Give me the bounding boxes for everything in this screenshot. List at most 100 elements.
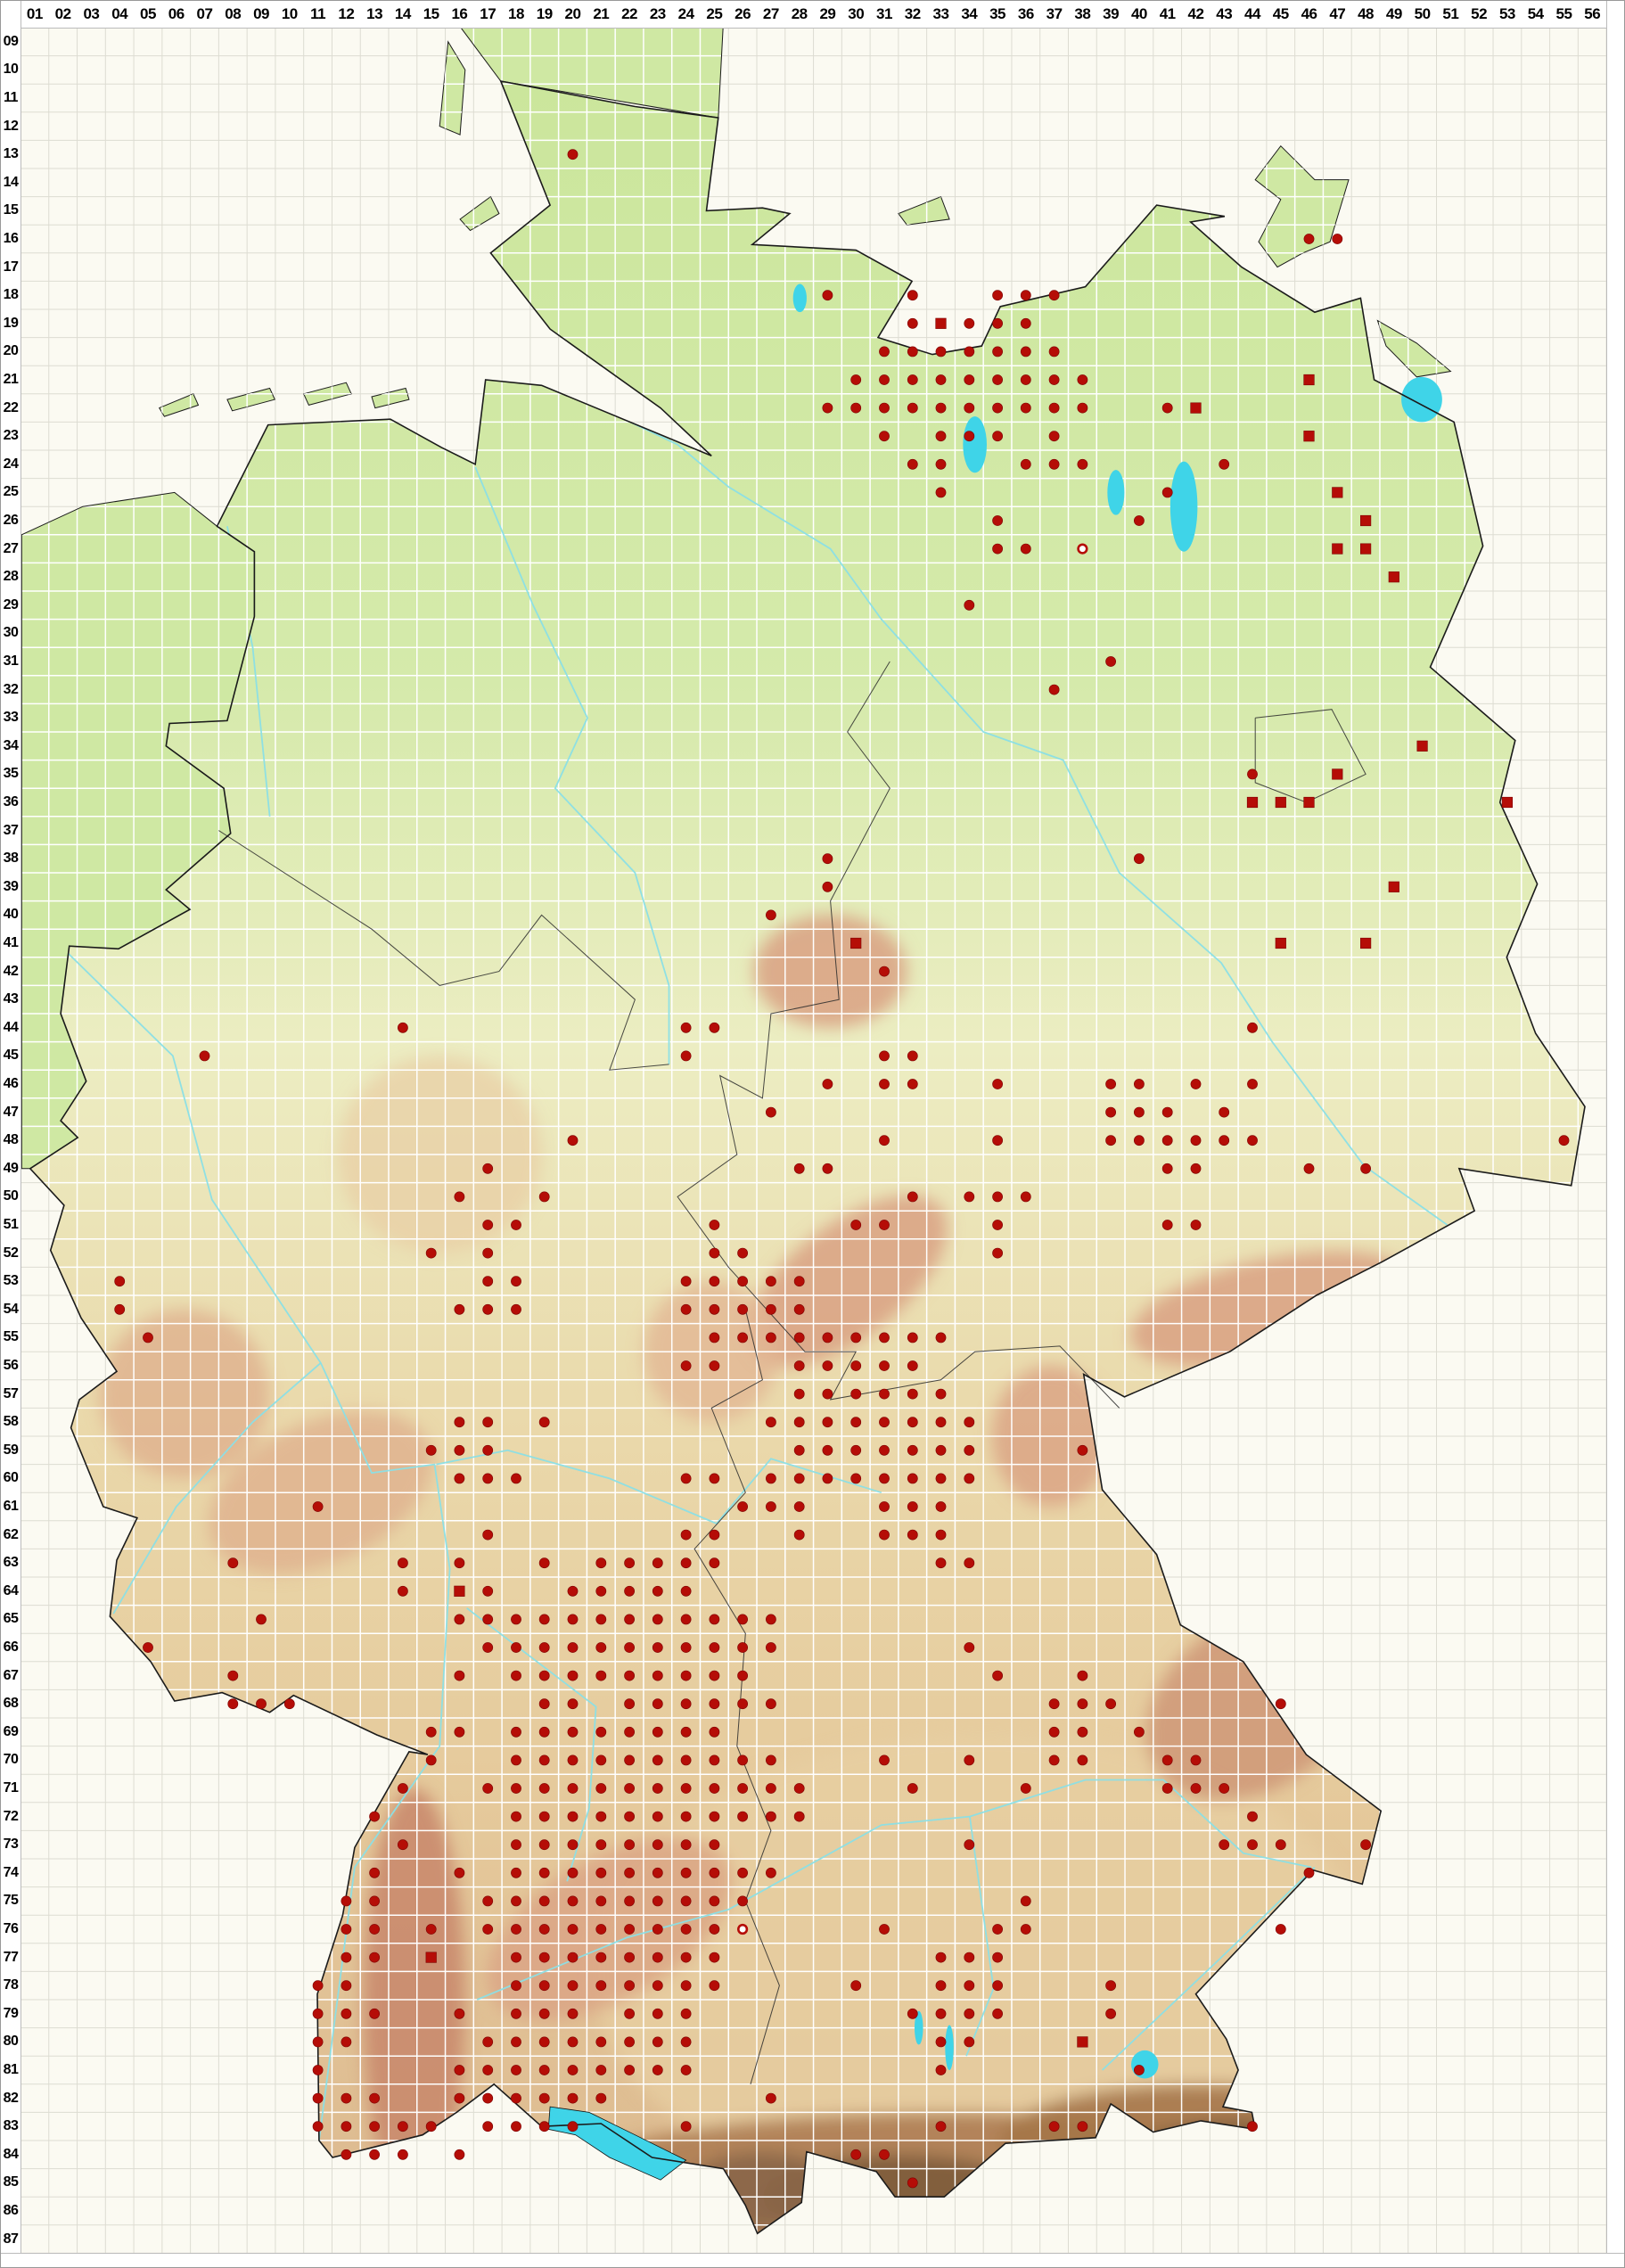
record-marker-circle[interactable] <box>397 1585 408 1597</box>
record-marker-circle[interactable] <box>454 1726 465 1738</box>
record-marker-circle[interactable] <box>1020 346 1031 357</box>
record-marker-circle[interactable] <box>907 1417 918 1428</box>
record-marker-circle[interactable] <box>482 1303 494 1315</box>
record-marker-circle[interactable] <box>850 402 862 414</box>
record-marker-circle[interactable] <box>766 1614 776 1625</box>
record-marker-circle[interactable] <box>454 1303 465 1315</box>
record-marker-circle[interactable] <box>1048 1726 1060 1738</box>
record-marker-circle[interactable] <box>680 1754 692 1766</box>
record-marker-circle[interactable] <box>482 1924 494 1935</box>
record-marker-circle[interactable] <box>1105 2008 1116 2019</box>
record-marker-circle[interactable] <box>567 1980 579 1992</box>
record-marker-circle[interactable] <box>482 1247 494 1259</box>
record-marker-circle[interactable] <box>454 2149 465 2160</box>
record-marker-circle[interactable] <box>538 1417 550 1428</box>
record-marker-circle[interactable] <box>822 1360 833 1371</box>
record-marker-circle[interactable] <box>793 1276 805 1287</box>
record-marker-circle[interactable] <box>567 1698 579 1710</box>
record-marker-circle[interactable] <box>369 1924 380 1935</box>
record-marker-circle[interactable] <box>652 1670 663 1681</box>
record-marker-circle[interactable] <box>1247 768 1258 780</box>
record-marker-circle[interactable] <box>454 1191 465 1203</box>
record-marker-circle[interactable] <box>1161 1783 1173 1794</box>
record-marker-circle[interactable] <box>992 543 1003 555</box>
record-marker-circle[interactable] <box>567 1585 579 1597</box>
record-marker-circle[interactable] <box>227 1670 239 1681</box>
record-marker-circle[interactable] <box>992 431 1003 442</box>
record-marker-circle[interactable] <box>850 2149 862 2160</box>
record-marker-circle[interactable] <box>1161 1163 1173 1174</box>
record-marker-circle[interactable] <box>879 1529 890 1541</box>
record-marker-circle[interactable] <box>1134 1135 1145 1146</box>
record-marker-circle[interactable] <box>1048 458 1060 470</box>
record-marker-circle[interactable] <box>1161 1106 1173 1118</box>
record-marker-square[interactable] <box>1501 796 1513 809</box>
record-marker-circle[interactable] <box>737 1754 748 1766</box>
record-marker-circle[interactable] <box>907 1783 918 1794</box>
record-marker-square[interactable] <box>1332 487 1343 498</box>
record-marker-circle[interactable] <box>567 1670 579 1681</box>
record-marker-circle[interactable] <box>935 487 947 498</box>
record-marker-circle[interactable] <box>312 1980 324 1992</box>
record-marker-circle[interactable] <box>766 1106 776 1118</box>
record-marker-circle[interactable] <box>482 2036 494 2048</box>
record-marker-circle[interactable] <box>511 1839 521 1851</box>
record-marker-circle[interactable] <box>907 1388 918 1400</box>
record-marker-circle[interactable] <box>1275 1839 1286 1851</box>
record-marker-circle[interactable] <box>567 1895 579 1907</box>
record-marker-circle[interactable] <box>822 1388 833 1400</box>
record-marker-circle[interactable] <box>822 881 833 892</box>
record-marker-circle[interactable] <box>879 402 890 414</box>
record-marker-circle[interactable] <box>652 1642 663 1653</box>
record-marker-circle[interactable] <box>538 2092 550 2104</box>
record-marker-circle[interactable] <box>964 1417 975 1428</box>
record-marker-circle[interactable] <box>538 2008 550 2019</box>
record-marker-circle[interactable] <box>624 1614 635 1625</box>
record-marker-circle[interactable] <box>624 1783 635 1794</box>
record-marker-circle[interactable] <box>369 1895 380 1907</box>
record-marker-circle[interactable] <box>680 1557 692 1569</box>
record-marker-circle[interactable] <box>482 1444 494 1456</box>
record-marker-circle[interactable] <box>1247 1135 1258 1146</box>
record-marker-circle[interactable] <box>935 1501 947 1512</box>
record-marker-circle[interactable] <box>624 1980 635 1992</box>
record-marker-circle[interactable] <box>312 2121 324 2132</box>
record-marker-circle[interactable] <box>624 2036 635 2048</box>
record-marker-circle[interactable] <box>567 149 579 160</box>
record-marker-circle[interactable] <box>766 1783 776 1794</box>
record-marker-circle[interactable] <box>1077 1754 1088 1766</box>
record-marker-circle[interactable] <box>567 1783 579 1794</box>
record-marker-circle[interactable] <box>652 1895 663 1907</box>
record-marker-circle[interactable] <box>397 1022 408 1033</box>
record-marker-circle[interactable] <box>964 2008 975 2019</box>
record-marker-circle[interactable] <box>652 1839 663 1851</box>
record-marker-circle[interactable] <box>1134 1106 1145 1118</box>
record-marker-circle[interactable] <box>680 1726 692 1738</box>
record-marker-circle[interactable] <box>1020 317 1031 329</box>
record-marker-circle[interactable] <box>538 1952 550 1963</box>
record-marker-circle[interactable] <box>624 1811 635 1822</box>
record-marker-circle[interactable] <box>935 374 947 385</box>
record-marker-square[interactable] <box>1332 543 1343 555</box>
record-marker-circle[interactable] <box>1048 2121 1060 2132</box>
record-marker-circle[interactable] <box>964 1473 975 1484</box>
record-marker-circle[interactable] <box>567 2008 579 2019</box>
record-marker-circle[interactable] <box>369 2121 380 2132</box>
record-marker-circle[interactable] <box>1219 1839 1230 1851</box>
record-marker-circle[interactable] <box>907 374 918 385</box>
record-marker-circle[interactable] <box>1558 1135 1570 1146</box>
record-marker-circle[interactable] <box>567 1924 579 1935</box>
record-marker-square[interactable] <box>1360 514 1372 527</box>
record-marker-circle[interactable] <box>709 1332 720 1344</box>
record-marker-circle[interactable] <box>482 1895 494 1907</box>
record-marker-circle[interactable] <box>1020 290 1031 301</box>
record-marker-circle[interactable] <box>511 1473 521 1484</box>
record-marker-circle[interactable] <box>341 2092 352 2104</box>
record-marker-circle[interactable] <box>652 1557 663 1569</box>
record-marker-circle[interactable] <box>879 1417 890 1428</box>
record-marker-circle[interactable] <box>822 402 833 414</box>
record-marker-circle[interactable] <box>1077 374 1088 385</box>
record-marker-square[interactable] <box>1360 937 1372 949</box>
record-marker-circle[interactable] <box>511 1867 521 1878</box>
record-marker-circle[interactable] <box>964 1980 975 1992</box>
